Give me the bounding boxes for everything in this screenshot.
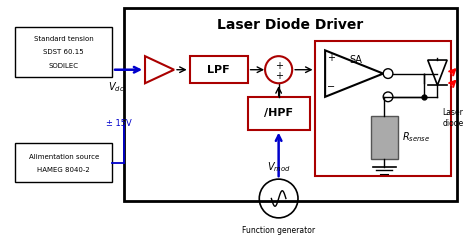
Text: $R_{sense}$: $R_{sense}$ [401, 131, 430, 144]
Bar [190, 56, 247, 83]
Text: $V_{mod}$: $V_{mod}$ [267, 161, 291, 174]
Text: −: − [327, 82, 335, 92]
Bar [15, 143, 112, 182]
Text: SA: SA [350, 55, 363, 65]
Text: /HPF: /HPF [264, 108, 293, 118]
Text: +: + [274, 61, 283, 71]
Text: Laser
diode: Laser diode [442, 108, 464, 128]
Text: Alimentation source: Alimentation source [28, 154, 99, 160]
Text: HAMEG 8040-2: HAMEG 8040-2 [37, 167, 90, 173]
Text: ± 15V: ± 15V [106, 119, 132, 129]
Bar [371, 116, 398, 159]
Bar [315, 41, 451, 176]
Text: SDST 60.15: SDST 60.15 [43, 49, 84, 55]
Text: LPF: LPF [207, 65, 230, 75]
Text: Function generator: Function generator [242, 226, 315, 235]
Bar [247, 97, 310, 130]
Bar [15, 27, 112, 78]
Text: +: + [274, 70, 283, 81]
Bar [124, 8, 457, 201]
Text: $V_{dc}$: $V_{dc}$ [108, 80, 124, 94]
Text: Laser Diode Driver: Laser Diode Driver [217, 18, 364, 32]
Text: Standard tension: Standard tension [34, 36, 93, 42]
Text: SODILEC: SODILEC [49, 63, 79, 69]
Text: +: + [327, 53, 335, 63]
